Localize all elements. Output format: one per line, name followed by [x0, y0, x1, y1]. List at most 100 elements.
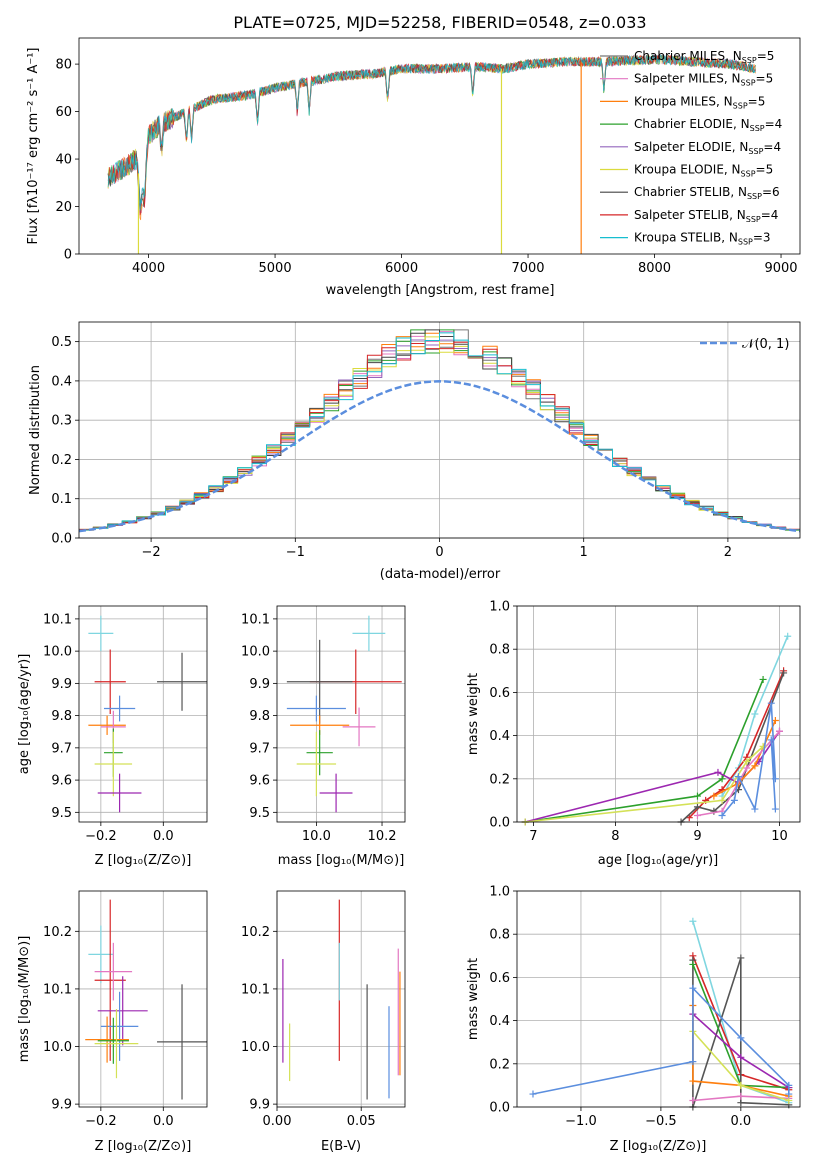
- residuals-panel: −2 −1 0 1 2 0.0 0.1 0.2 0.3 0.4 0.5 (data-model)/…: [28, 321, 801, 582]
- y-ticks: 9.5 9.6 9.7 9.8 9.9 10.0 10.1: [241, 612, 277, 821]
- errorbar-point: [88, 715, 126, 735]
- errorbar-point: [286, 639, 353, 724]
- y-tick-label: 1.0: [489, 600, 510, 615]
- x-axis-label: Z [log₁₀(Z/Z⊙)]: [95, 1139, 192, 1154]
- x-tick-label: 9000: [764, 261, 797, 276]
- massweight-marker: [689, 960, 697, 968]
- y-tick-label: 0.8: [489, 928, 510, 943]
- massweight-marker: [784, 632, 792, 640]
- y-tick-label: 0.1: [51, 492, 72, 507]
- legend-label: Salpeter MILES, NSSP=5: [634, 72, 773, 88]
- spectrum-y-ticks: 0 20 40 60 80: [55, 58, 79, 263]
- massweight-marker: [767, 736, 775, 744]
- residuals-grid: [79, 322, 800, 539]
- errorbar-point: [85, 1016, 129, 1063]
- errorbar-point: [157, 984, 207, 1100]
- y-tick-label: 9.9: [249, 677, 270, 692]
- axes-frame: [78, 605, 208, 823]
- y-tick-label: 80: [55, 58, 72, 73]
- massweight-series: [718, 699, 779, 820]
- x-tick-label: 1: [580, 545, 588, 560]
- y-tick-label: 20: [55, 200, 72, 215]
- x-ticks: −1.0 −0.5 0.0: [565, 1107, 751, 1129]
- errorbar-point: [97, 1017, 129, 1064]
- spectrum-series: [107, 53, 756, 254]
- massweight-marker: [737, 1034, 745, 1042]
- x-tick-label: 10.0: [302, 829, 331, 844]
- residuals-legend: 𝒩(0, 1): [700, 337, 789, 352]
- y-tick-label: 10.1: [43, 982, 72, 997]
- x-tick-label: 8: [611, 829, 619, 844]
- y-tick-label: 9.6: [249, 774, 270, 789]
- spectrum-series-line: [107, 54, 756, 211]
- massweight-line: [525, 679, 764, 823]
- residuals-x-ticks: −2 −1 0 1 2: [142, 538, 732, 560]
- massweight-marker: [710, 807, 718, 815]
- normal-legend-label: 𝒩(0, 1): [742, 337, 789, 352]
- axes-frame: [516, 890, 801, 1108]
- legend-label: Chabrier MILES, NSSP=5: [634, 49, 774, 65]
- errorbar-point: [88, 925, 114, 984]
- x-ticks: 7 8 9 10: [529, 822, 788, 844]
- y-tick-label: 0.3: [51, 414, 72, 429]
- errorbar-point: [286, 695, 346, 722]
- massweight-vs-metallicity-panel: −1.0 −0.5 0.0 0.0 0.2 0.4 0.6 0.8 1.0 Z [log₁₀(…: [466, 885, 801, 1154]
- y-axis-label: Normed distribution: [28, 365, 43, 495]
- massweight-marker: [689, 917, 697, 925]
- errorbar-point: [103, 695, 136, 722]
- y-axis-label: mass weight: [466, 673, 481, 755]
- massweight-marker: [771, 805, 779, 813]
- age-vs-metallicity-panel: −0.2 0.0 9.5 9.6 9.7 9.8 9.9 10.0 10.1 Z [log₁₀…: [17, 605, 208, 868]
- legend-label: Chabrier ELODIE, NSSP=4: [634, 117, 782, 133]
- errorbar-point: [94, 1009, 139, 1079]
- x-tick-label: 0.0: [153, 829, 174, 844]
- legend-label: Chabrier STELIB, NSSP=6: [634, 185, 780, 201]
- errorbar-point: [97, 773, 142, 813]
- axes-frame: [276, 890, 406, 1108]
- y-tick-label: 10.0: [43, 645, 72, 660]
- residuals-y-ticks: 0.0 0.1 0.2 0.3 0.4 0.5: [51, 335, 79, 547]
- legend-label: Kroupa MILES, NSSP=5: [634, 94, 765, 110]
- massweight-marker: [759, 742, 767, 750]
- massweight-marker: [737, 954, 745, 962]
- legend-label: Kroupa STELIB, NSSP=3: [634, 231, 771, 247]
- y-tick-label: 40: [55, 153, 72, 168]
- massweight-marker: [743, 764, 751, 772]
- x-ticks: −0.2 0.0: [85, 822, 174, 844]
- x-tick-label: 0.05: [347, 1114, 376, 1129]
- x-tick-label: −2: [142, 545, 161, 560]
- x-tick-label: 0.0: [153, 1114, 174, 1129]
- grid: [277, 606, 405, 822]
- y-tick-label: 0.4: [489, 729, 510, 744]
- y-axis-label: age [log₁₀(age/yr)]: [17, 654, 32, 775]
- x-tick-label: 7000: [511, 261, 544, 276]
- residual-histogram: [79, 341, 800, 530]
- x-axis-label: age [log₁₀(age/yr)]: [598, 853, 719, 868]
- x-tick-label: 6000: [385, 261, 418, 276]
- y-tick-label: 0.6: [489, 686, 510, 701]
- y-tick-label: 9.9: [51, 1098, 72, 1113]
- x-tick-label: −1.0: [565, 1114, 597, 1129]
- mass-vs-ebv-panel: 0.00 0.05 9.9 10.0 10.1 10.2 E(B-V): [241, 890, 406, 1154]
- massweight-series: [521, 675, 767, 826]
- massweight-marker: [743, 758, 751, 766]
- x-axis-label: Z [log₁₀(Z/Z⊙)]: [95, 853, 192, 868]
- normal-curve: [78, 380, 801, 533]
- y-ticks: 9.9 10.0 10.1 10.2: [241, 925, 277, 1113]
- errorbar-point: [319, 773, 353, 813]
- x-ticks: 10.0 10.2: [302, 822, 397, 844]
- y-ticks: 0.0 0.2 0.4 0.6 0.8 1.0: [489, 600, 517, 831]
- errorbar-point: [88, 615, 114, 652]
- x-axis-label: E(B-V): [321, 1139, 361, 1154]
- errorbars: [282, 899, 401, 1100]
- errorbars: [286, 615, 402, 813]
- y-tick-label: 9.9: [51, 677, 72, 692]
- y-axis-label: mass weight: [466, 958, 481, 1040]
- massweight-marker: [759, 675, 767, 683]
- errorbar-point: [100, 991, 139, 1061]
- axes-frame: [516, 605, 801, 823]
- mass-vs-metallicity-panel: −0.2 0.0 9.910.010.110.2 Z [log₁₀(Z/Z⊙)] …: [17, 890, 208, 1154]
- y-tick-label: 0.8: [489, 643, 510, 658]
- massweight-line: [721, 635, 789, 797]
